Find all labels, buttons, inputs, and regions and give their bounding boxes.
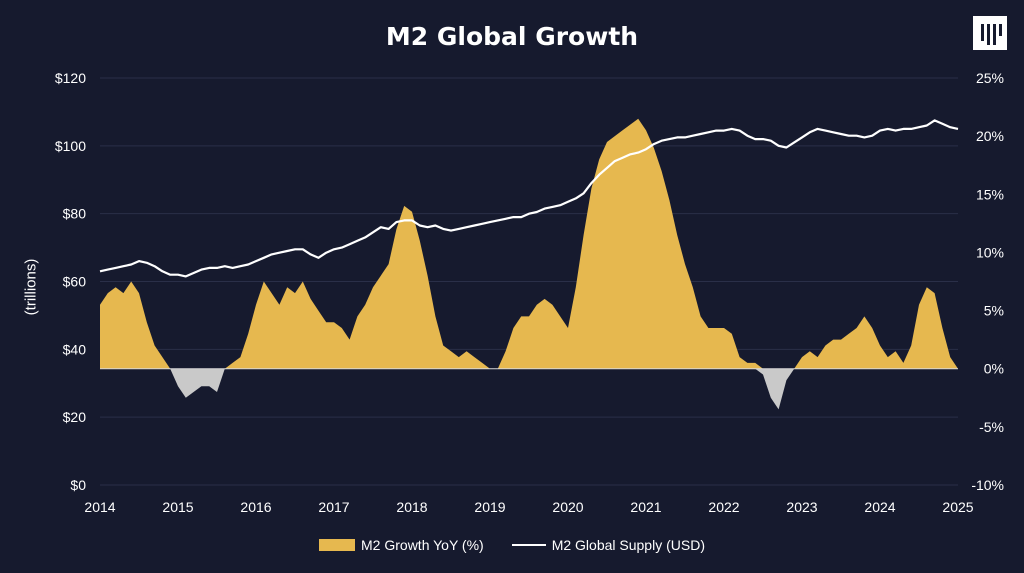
chart-title: M2 Global Growth	[385, 22, 639, 51]
legend-swatch-growth	[319, 539, 356, 551]
y-right-tick-label: 0%	[984, 361, 1004, 377]
x-tick-label: 2025	[942, 499, 973, 515]
y-left-tick-label: $40	[63, 341, 87, 357]
growth-area-positive	[100, 118, 958, 369]
supply-line	[99, 119, 959, 278]
growth-area-negative	[100, 368, 958, 410]
y-right-tick-label: -5%	[979, 419, 1004, 435]
x-tick-label: 2021	[630, 499, 661, 515]
y-left-tick-label: $100	[55, 138, 86, 154]
y-right-tick-label: 10%	[976, 244, 1004, 260]
supply-line-group	[99, 119, 959, 278]
y-right-tick-label: 5%	[984, 303, 1004, 319]
legend-label-growth: M2 Growth YoY (%)	[361, 537, 484, 553]
x-tick-label: 2017	[318, 499, 349, 515]
x-tick-label: 2018	[396, 499, 427, 515]
x-tick-label: 2024	[864, 499, 895, 515]
x-tick-label: 2019	[474, 499, 505, 515]
legend-label-supply: M2 Global Supply (USD)	[551, 537, 705, 553]
y-left-tick-label: $60	[63, 274, 87, 290]
y-right-tick-label: 25%	[976, 70, 1004, 86]
y-right-tick-label: -10%	[971, 477, 1004, 493]
x-tick-label: 2014	[84, 499, 115, 515]
chart-legend: M2 Growth YoY (%) M2 Global Supply (USD)	[0, 537, 1024, 553]
x-tick-label: 2015	[162, 499, 193, 515]
x-tick-label: 2023	[786, 499, 817, 515]
y-left-tick-label: $80	[63, 206, 87, 222]
x-tick-label: 2022	[708, 499, 739, 515]
y-right-tick-label: 20%	[976, 128, 1004, 144]
y-left-tick-label: $20	[63, 409, 87, 425]
y-axis-left-label: (trillions)	[22, 258, 40, 316]
growth-area-positive-shape	[100, 118, 958, 369]
y-left-tick-label: $120	[55, 70, 86, 86]
growth-area-negative-shape	[100, 368, 958, 410]
y-left-tick-label: $0	[70, 477, 86, 493]
legend-swatch-supply	[511, 544, 546, 546]
brand-logo-icon	[973, 16, 1007, 50]
axis-ticks: $0 $20 $40 $60 $80 $100 $120 -10% -5% 0% 5% 10% 15% 2…	[55, 70, 1004, 515]
gridlines	[100, 77, 958, 486]
legend-item-growth: M2 Growth YoY (%)	[319, 537, 484, 553]
x-tick-label: 2020	[552, 499, 583, 515]
legend-item-supply: M2 Global Supply (USD)	[511, 537, 705, 553]
y-right-tick-label: 15%	[976, 186, 1004, 202]
x-tick-label: 2016	[240, 499, 271, 515]
